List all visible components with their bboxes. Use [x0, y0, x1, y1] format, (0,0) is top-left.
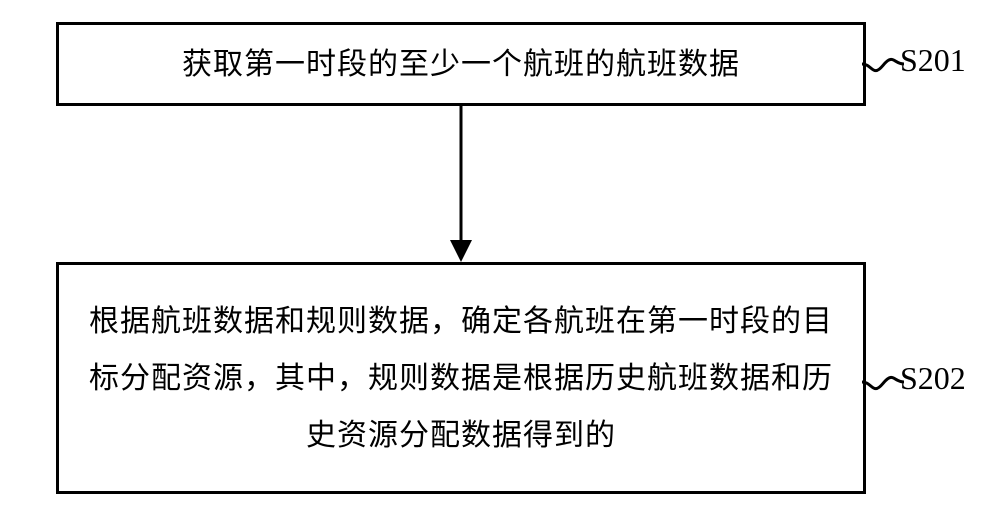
step-box-s201: 获取第一时段的至少一个航班的航班数据	[56, 22, 866, 106]
step-text-s201: 获取第一时段的至少一个航班的航班数据	[182, 36, 740, 93]
step-label-s201: S201	[900, 42, 966, 79]
step-text-s202: 根据航班数据和规则数据，确定各航班在第一时段的目标分配资源，其中，规则数据是根据…	[89, 293, 833, 464]
connector-squiggle-s202	[862, 368, 904, 396]
arrow-s201-to-s202	[439, 106, 483, 262]
step-label-s202: S202	[900, 360, 966, 397]
connector-squiggle-s201	[862, 50, 904, 78]
step-box-s202: 根据航班数据和规则数据，确定各航班在第一时段的目标分配资源，其中，规则数据是根据…	[56, 262, 866, 494]
flowchart-canvas: 获取第一时段的至少一个航班的航班数据 S201 根据航班数据和规则数据，确定各航…	[0, 0, 1000, 523]
